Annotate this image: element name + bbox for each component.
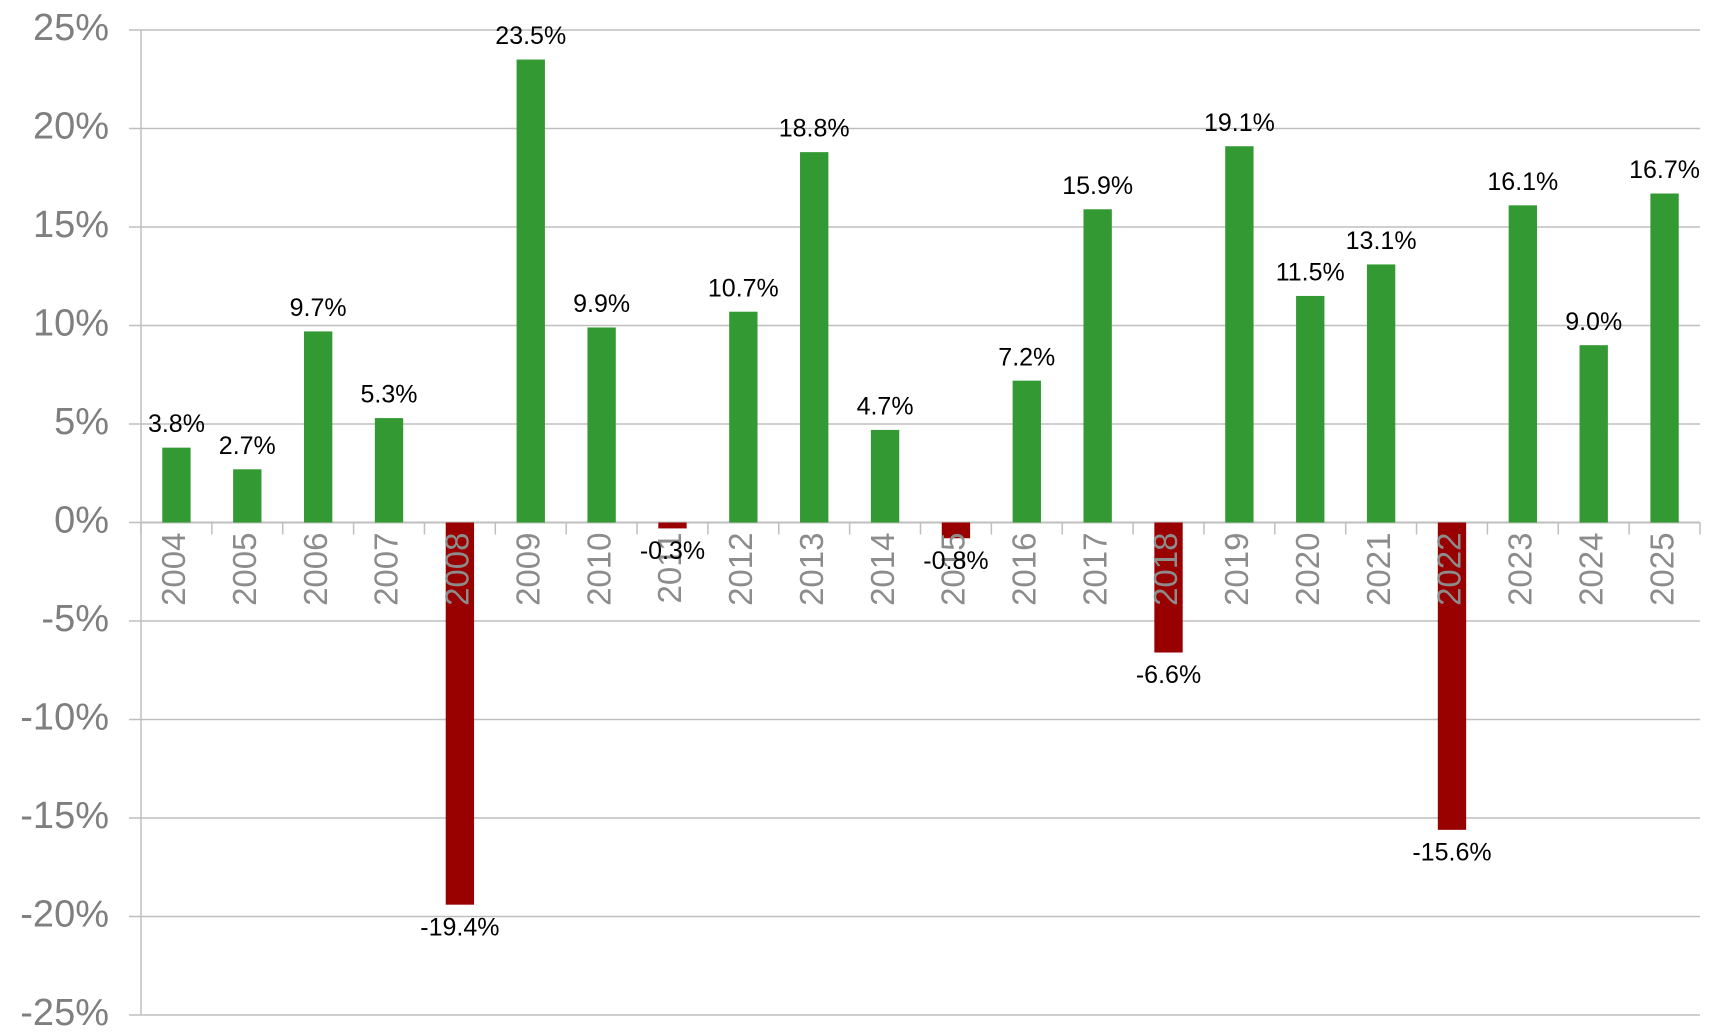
bar bbox=[233, 469, 262, 523]
x-tick-label: 2011 bbox=[651, 533, 688, 604]
x-tick-label: 2015 bbox=[935, 533, 972, 606]
x-tick-label: 2014 bbox=[864, 533, 901, 606]
x-tick-label: 2020 bbox=[1289, 533, 1326, 606]
x-tick-label: 2019 bbox=[1218, 533, 1255, 606]
y-tick-label: 0% bbox=[54, 500, 109, 542]
value-label: 4.7% bbox=[857, 393, 914, 421]
value-label: 18.8% bbox=[779, 115, 850, 143]
bar bbox=[1296, 295, 1325, 523]
y-tick-label: -15% bbox=[20, 795, 109, 837]
value-label: -0.8% bbox=[923, 547, 988, 575]
value-label: 9.9% bbox=[573, 290, 630, 318]
value-label: -15.6% bbox=[1412, 838, 1491, 866]
bar bbox=[1225, 146, 1254, 523]
x-tick-label: 2023 bbox=[1502, 533, 1539, 606]
value-label: 9.0% bbox=[1565, 308, 1622, 336]
bar bbox=[445, 522, 475, 905]
x-tick-label: 2009 bbox=[509, 533, 546, 606]
x-tick-label: 2004 bbox=[155, 533, 192, 606]
value-label: 15.9% bbox=[1062, 172, 1133, 200]
value-label: 13.1% bbox=[1346, 227, 1417, 255]
bar bbox=[1154, 522, 1183, 653]
value-label: 16.7% bbox=[1629, 156, 1700, 184]
value-label: 23.5% bbox=[495, 22, 566, 50]
x-tick-label: 2021 bbox=[1360, 533, 1397, 606]
bar bbox=[1508, 205, 1538, 523]
bar bbox=[1650, 193, 1679, 523]
x-tick-label: 2005 bbox=[226, 533, 263, 606]
y-tick-label: -25% bbox=[20, 992, 109, 1033]
value-label: 10.7% bbox=[708, 274, 779, 302]
value-label: 2.7% bbox=[219, 432, 276, 460]
x-tick-label: 2022 bbox=[1431, 533, 1468, 606]
bar bbox=[870, 429, 900, 523]
value-label: 5.3% bbox=[361, 381, 418, 409]
value-label: 16.1% bbox=[1487, 168, 1558, 196]
x-tick-label: 2017 bbox=[1076, 533, 1113, 606]
bar bbox=[658, 522, 687, 529]
value-label: -6.6% bbox=[1136, 661, 1201, 689]
y-tick-label: -20% bbox=[20, 894, 109, 936]
y-tick-label: 10% bbox=[33, 303, 109, 345]
x-tick-label: 2008 bbox=[439, 533, 476, 606]
bar bbox=[303, 331, 333, 523]
value-label: 3.8% bbox=[148, 410, 205, 438]
bar bbox=[374, 418, 404, 523]
value-label: 11.5% bbox=[1276, 259, 1345, 287]
x-tick-label: 2010 bbox=[580, 533, 617, 606]
x-tick-label: 2025 bbox=[1643, 533, 1680, 606]
x-tick-label: 2016 bbox=[1006, 533, 1043, 606]
bar bbox=[941, 522, 971, 539]
x-tick-label: 2012 bbox=[722, 533, 759, 606]
bar bbox=[1579, 345, 1608, 523]
bar bbox=[1083, 209, 1112, 523]
value-label: -0.3% bbox=[640, 537, 705, 565]
bar bbox=[162, 447, 191, 523]
y-tick-label: 25% bbox=[33, 7, 109, 49]
y-tick-label: -5% bbox=[41, 598, 109, 640]
bar bbox=[729, 311, 758, 523]
bar bbox=[1437, 522, 1467, 830]
y-tick-label: 5% bbox=[54, 401, 109, 443]
bar bbox=[1012, 380, 1041, 523]
x-tick-label: 2007 bbox=[368, 533, 405, 606]
y-tick-label: -10% bbox=[20, 697, 109, 739]
value-label: 9.7% bbox=[290, 294, 347, 322]
value-label: 7.2% bbox=[998, 343, 1055, 371]
y-tick-label: 15% bbox=[33, 204, 109, 246]
value-label: 19.1% bbox=[1204, 109, 1275, 137]
x-tick-label: 2018 bbox=[1147, 533, 1184, 606]
x-tick-label: 2024 bbox=[1572, 533, 1609, 606]
bar bbox=[516, 59, 545, 523]
bar bbox=[1366, 264, 1396, 523]
bar bbox=[587, 327, 616, 523]
x-tick-label: 2006 bbox=[297, 533, 334, 606]
x-tick-label: 2013 bbox=[793, 533, 830, 606]
value-label: -19.4% bbox=[420, 913, 499, 941]
bar bbox=[800, 152, 829, 523]
y-tick-label: 20% bbox=[33, 106, 109, 148]
